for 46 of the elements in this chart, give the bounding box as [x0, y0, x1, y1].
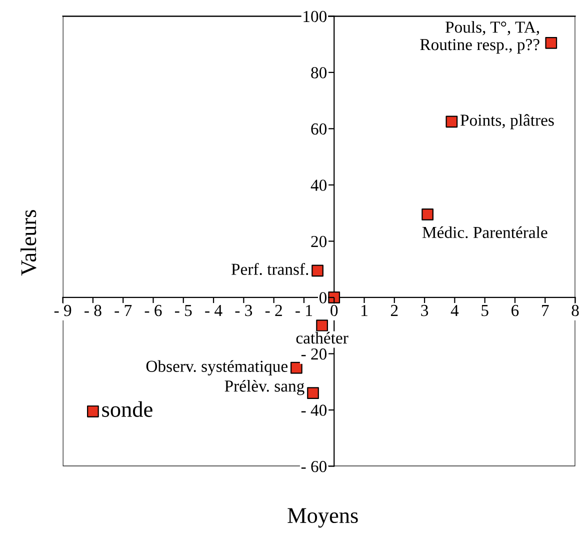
x-tick-label: - 8 [84, 304, 102, 316]
x-tick-label: 2 [390, 304, 398, 316]
annotation: Points, plâtres [460, 114, 554, 130]
x-axis-title: Moyens [288, 508, 358, 528]
annotation: Observ. systématique [146, 360, 288, 376]
point [328, 292, 340, 304]
annotation: Perf. transf. [231, 263, 308, 275]
point [312, 264, 324, 277]
x-tick-label: - 1 [296, 304, 312, 316]
x-tick-label: 8 [572, 304, 579, 316]
y-tick-label: 80 [311, 67, 327, 78]
x-tick-label: - 3 [235, 304, 252, 316]
annotation: cathéter [296, 332, 348, 344]
x-tick-label: - 7 [114, 305, 132, 316]
x-tick-label: - 4 [205, 305, 222, 316]
annotation: Médic. Parentérale [422, 226, 548, 238]
point [87, 405, 99, 418]
x-tick-label: 0 [330, 304, 338, 316]
point [316, 320, 328, 332]
x-tick-label: 4 [450, 305, 459, 316]
point [446, 116, 458, 128]
point [545, 36, 558, 49]
x-tick-label: 1 [362, 304, 368, 316]
point [307, 387, 319, 400]
x-tick-label: 3 [421, 304, 428, 316]
y-tick-label: 40 [310, 180, 327, 191]
y-axis-title: Valeurs [20, 210, 36, 276]
annotation: sonde [102, 401, 152, 417]
annotation: Prélèv. sang [224, 380, 304, 396]
annotation: Pouls, T°, TA, Routine resp., p?? [420, 21, 540, 54]
x-tick-label: 5 [482, 305, 488, 316]
point [290, 362, 302, 374]
y-tick-label: 0 [319, 292, 327, 304]
point [422, 208, 434, 220]
y-tick-label: - 20 [301, 348, 327, 360]
y-tick-label: 100 [304, 10, 327, 22]
y-tick-label: - 40 [301, 404, 327, 416]
y-tick-label: 60 [311, 123, 327, 135]
x-tick-label: - 5 [174, 305, 192, 316]
x-tick-label: 7 [542, 305, 549, 316]
x-tick-label: - 6 [144, 304, 162, 316]
y-tick-label: - 60 [301, 460, 327, 472]
x-tick-label: - 2 [265, 304, 282, 316]
x-tick-label: - 9 [54, 304, 72, 316]
x-tick-label: 6 [512, 304, 519, 316]
y-tick-label: 20 [311, 236, 327, 248]
